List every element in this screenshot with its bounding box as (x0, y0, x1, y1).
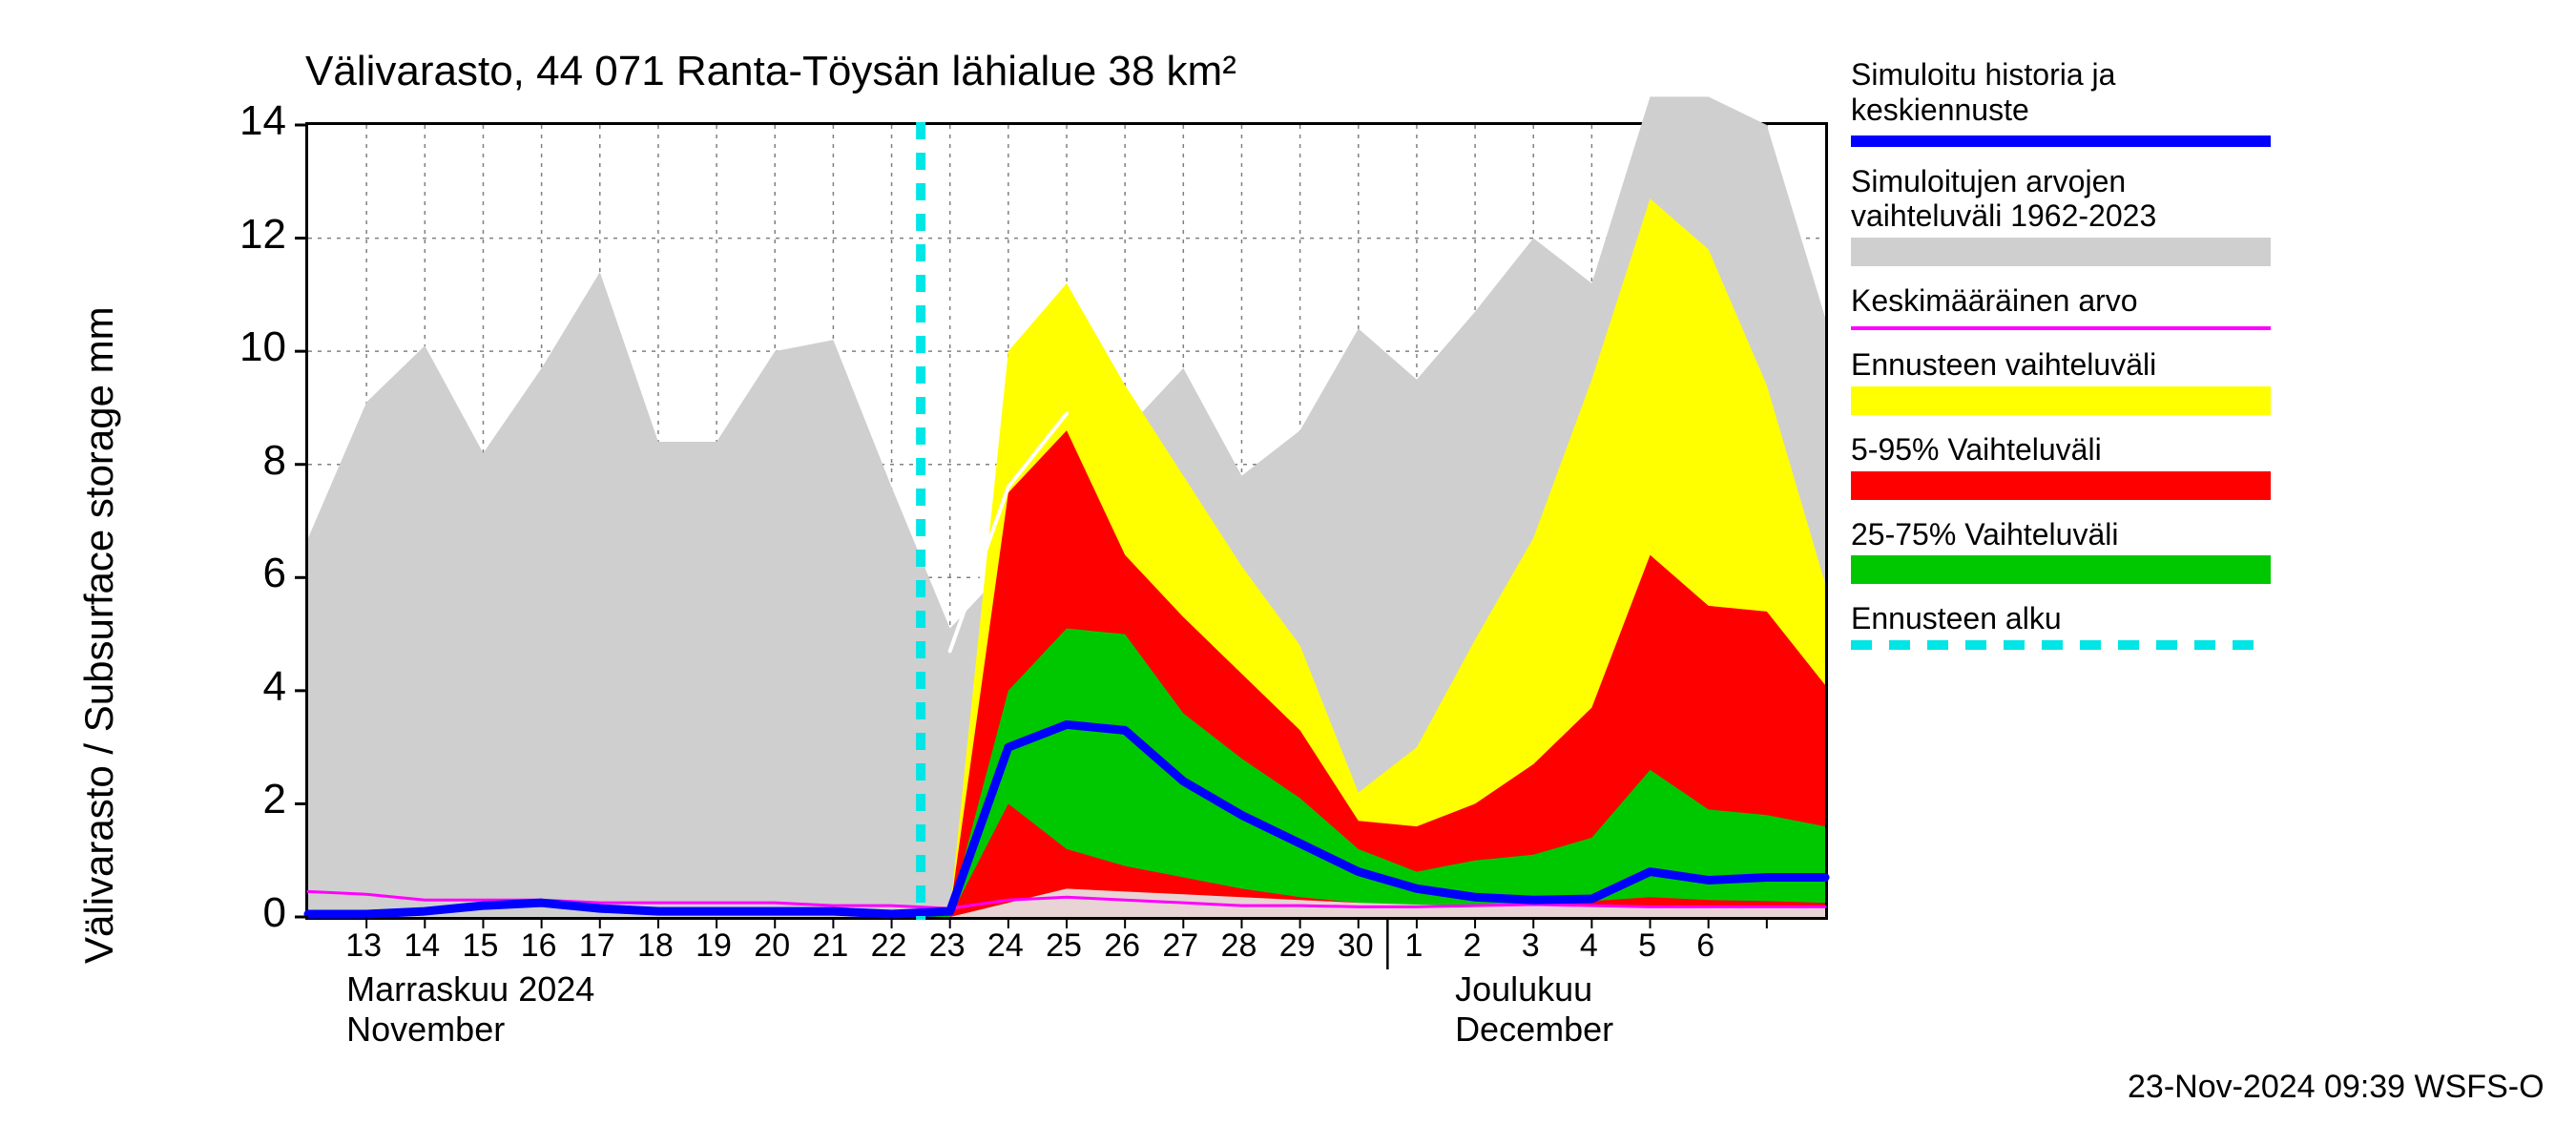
legend-item: Simuloitu historia jakeskiennuste (1851, 57, 2309, 147)
x-tick-label: 21 (812, 927, 848, 965)
x-tick-label: 28 (1221, 927, 1257, 965)
y-tick-label: 8 (210, 437, 286, 485)
y-tick-label: 4 (210, 663, 286, 711)
x-tick-label: 26 (1104, 927, 1140, 965)
y-tick-label: 2 (210, 776, 286, 823)
x-tick-label: 22 (871, 927, 907, 965)
x-tick-label: 3 (1522, 927, 1540, 965)
x-tick-label: 17 (579, 927, 615, 965)
legend-label: Simuloitu historia ja (1851, 57, 2309, 93)
month2-fi: Joulukuu (1455, 969, 1592, 1010)
x-tick-label: 18 (637, 927, 674, 965)
x-tick-label: 13 (345, 927, 382, 965)
legend-item: Ennusteen vaihteluväli (1851, 347, 2309, 415)
x-tick-label: 20 (754, 927, 790, 965)
legend-item: 5-95% Vaihteluväli (1851, 432, 2309, 500)
y-tick-label: 6 (210, 550, 286, 597)
y-axis-label: Välivarasto / Subsurface storage mm (76, 306, 122, 964)
y-tick-label: 0 (210, 889, 286, 937)
x-tick-label: 15 (463, 927, 499, 965)
legend-swatch (1851, 471, 2271, 500)
legend-label: Ennusteen vaihteluväli (1851, 347, 2309, 383)
legend-label: Ennusteen alku (1851, 601, 2309, 636)
legend-swatch (1851, 238, 2271, 266)
x-tick-label: 4 (1580, 927, 1598, 965)
legend-item: Ennusteen alku (1851, 601, 2309, 650)
x-tick-label: 14 (404, 927, 440, 965)
x-tick-label: 6 (1696, 927, 1714, 965)
x-tick-label: 5 (1638, 927, 1656, 965)
legend-item: Keskimääräinen arvo (1851, 283, 2309, 330)
x-tick-label: 25 (1046, 927, 1082, 965)
legend-label: Keskimääräinen arvo (1851, 283, 2309, 319)
x-tick-label: 2 (1464, 927, 1482, 965)
x-tick-label: 30 (1338, 927, 1374, 965)
legend-label: 25-75% Vaihteluväli (1851, 517, 2309, 552)
x-tick-label: 24 (987, 927, 1024, 965)
chart-container: Välivarasto, 44 071 Ranta-Töysän lähialu… (0, 0, 2576, 1145)
legend-swatch (1851, 386, 2271, 415)
x-tick-label: 27 (1162, 927, 1198, 965)
legend-swatch (1851, 135, 2271, 147)
timestamp-label: 23-Nov-2024 09:39 WSFS-O (2128, 1069, 2545, 1106)
legend-item: Simuloitujen arvojenvaihteluväli 1962-20… (1851, 164, 2309, 267)
x-tick-label: 16 (521, 927, 557, 965)
legend-item: 25-75% Vaihteluväli (1851, 517, 2309, 585)
y-tick-label: 14 (210, 97, 286, 145)
chart-title: Välivarasto, 44 071 Ranta-Töysän lähialu… (305, 48, 1236, 95)
legend-label: vaihteluväli 1962-2023 (1851, 198, 2309, 234)
legend-label: keskiennuste (1851, 93, 2309, 128)
legend-swatch (1851, 326, 2271, 330)
y-tick-label: 12 (210, 211, 286, 259)
plot-area (305, 122, 1828, 920)
legend-swatch (1851, 555, 2271, 584)
legend-label: Simuloitujen arvojen (1851, 164, 2309, 199)
y-tick-label: 10 (210, 323, 286, 371)
x-tick-label: 1 (1404, 927, 1423, 965)
month1-fi: Marraskuu 2024 (346, 969, 594, 1010)
x-tick-label: 23 (929, 927, 966, 965)
legend-swatch (1851, 640, 2271, 650)
legend-label: 5-95% Vaihteluväli (1851, 432, 2309, 468)
month2-en: December (1455, 1010, 1613, 1050)
x-tick-label: 19 (696, 927, 732, 965)
x-tick-label: 29 (1279, 927, 1316, 965)
legend: Simuloitu historia jakeskiennusteSimuloi… (1851, 57, 2309, 667)
month1-en: November (346, 1010, 505, 1050)
